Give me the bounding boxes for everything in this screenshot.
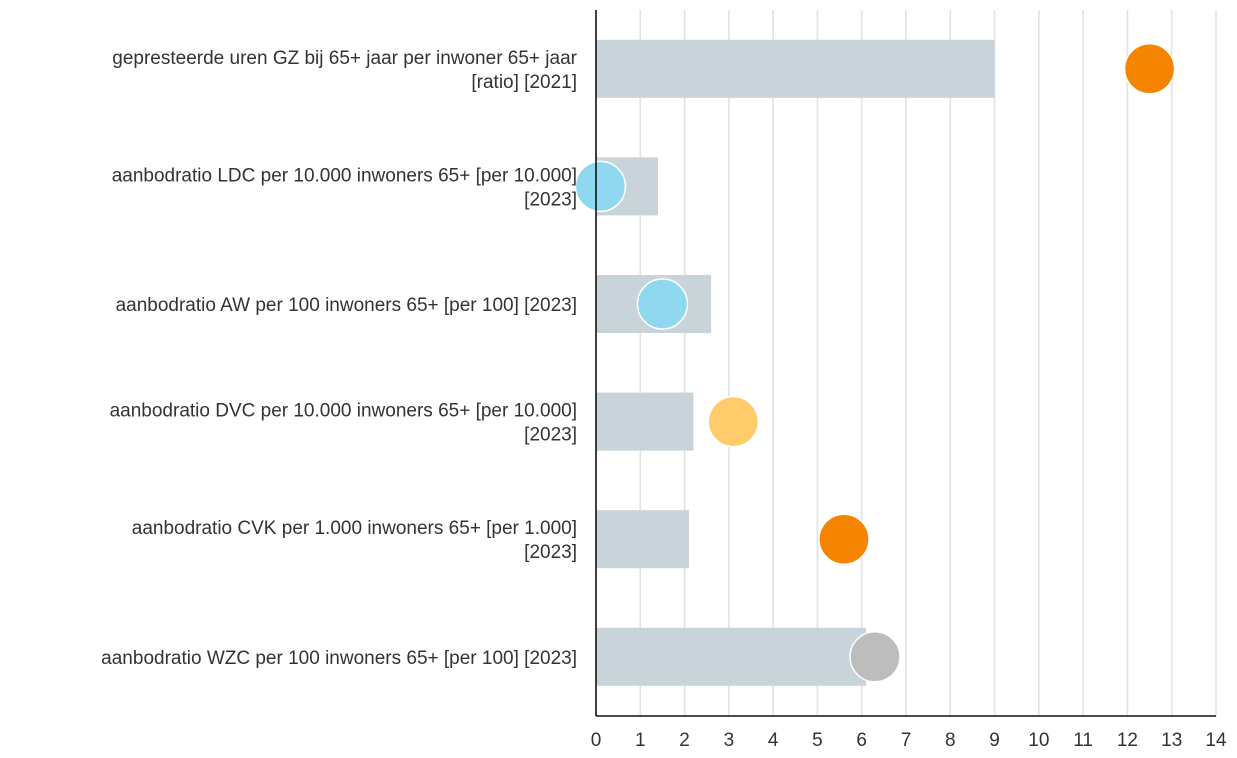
category-label-line: aanbodratio DVC per 10.000 inwoners 65+ … [110,401,577,422]
gridlines [639,10,1217,716]
bar-0 [596,39,995,98]
category-labels: gepresteerde uren GZ bij 65+ jaar per in… [101,48,577,669]
point-3 [707,395,760,448]
x-tick-label: 3 [724,730,735,751]
category-label-2: aanbodratio AW per 100 inwoners 65+ [per… [116,295,577,316]
x-tick-label: 6 [856,730,867,751]
x-tick-label: 12 [1117,730,1138,751]
x-tick-label: 0 [591,730,602,751]
x-tick-label: 14 [1205,730,1227,751]
bar-3 [596,392,694,451]
category-label-line: aanbodratio WZC per 100 inwoners 65+ [pe… [101,648,577,669]
bar-5 [596,627,867,686]
bar-4 [596,510,689,569]
point-5 [849,631,901,683]
category-label-3: aanbodratio DVC per 10.000 inwoners 65+ … [110,401,577,446]
category-label-line: aanbodratio CVK per 1.000 inwoners 65+ [… [132,518,577,539]
point-4 [818,513,870,565]
category-label-line: [ratio] [2021] [471,72,577,93]
x-tick-label: 9 [989,730,1000,751]
x-tick-label: 10 [1028,730,1049,751]
category-label-5: aanbodratio WZC per 100 inwoners 65+ [pe… [101,648,577,669]
x-tick-label: 2 [679,730,690,751]
x-tick-label: 11 [1073,730,1093,751]
axes [595,10,1216,717]
x-tick-labels: 0 1 2 3 4 5 6 7 8 9 10 11 12 13 14 [591,730,1227,751]
x-tick-label: 13 [1161,730,1182,751]
x-tick-label: 4 [768,730,779,751]
x-tick-label: 7 [901,730,912,751]
points [574,43,1176,683]
point-2 [636,278,689,330]
category-label-line: [2023] [524,189,577,210]
x-tick-label: 1 [635,730,646,751]
category-label-4: aanbodratio CVK per 1.000 inwoners 65+ [… [132,518,577,563]
point-1 [574,160,627,213]
category-label-0: gepresteerde uren GZ bij 65+ jaar per in… [112,48,577,93]
category-label-line: [2023] [524,542,577,563]
point-0 [1123,43,1176,95]
category-label-line: aanbodratio AW per 100 inwoners 65+ [per… [116,295,577,316]
x-tick-label: 8 [945,730,956,751]
bars [596,39,995,686]
category-label-line: aanbodratio LDC per 10.000 inwoners 65+ … [112,165,577,186]
category-label-line: gepresteerde uren GZ bij 65+ jaar per in… [112,48,577,69]
category-label-line: [2023] [524,425,577,446]
x-tick-label: 5 [812,730,823,751]
category-label-1: aanbodratio LDC per 10.000 inwoners 65+ … [112,165,577,210]
